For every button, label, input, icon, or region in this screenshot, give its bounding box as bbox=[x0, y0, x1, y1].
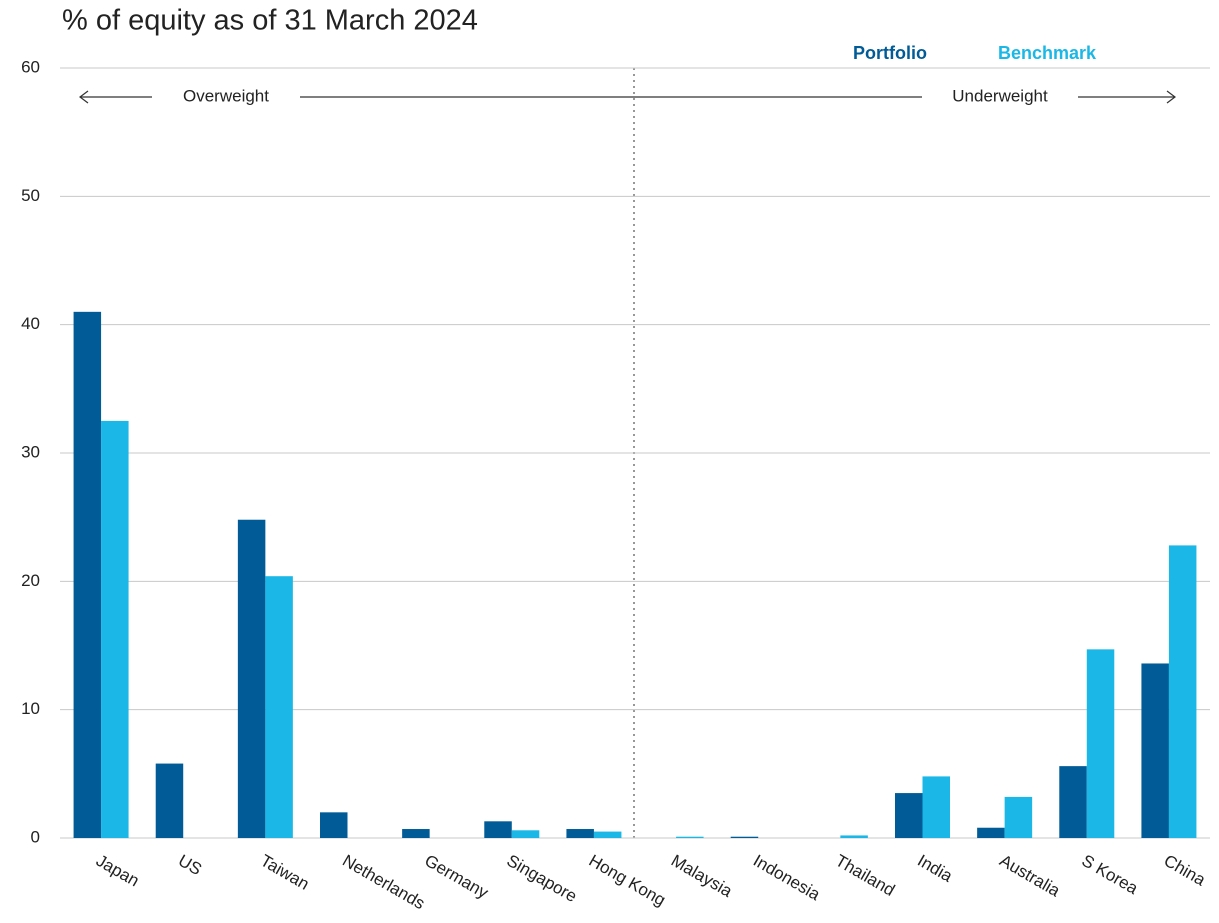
x-tick-label: Hong Kong bbox=[586, 851, 669, 910]
bar bbox=[593, 831, 622, 838]
x-tick-label: Netherlands bbox=[339, 851, 428, 913]
bar bbox=[566, 829, 594, 838]
bar bbox=[320, 812, 348, 838]
bar bbox=[511, 830, 540, 838]
annotation: Overweight bbox=[183, 86, 269, 105]
y-tick-label: 60 bbox=[21, 57, 40, 76]
x-tick-label: Taiwan bbox=[257, 851, 312, 894]
bar bbox=[922, 776, 950, 838]
bar bbox=[1141, 663, 1169, 838]
bar bbox=[237, 519, 266, 838]
x-tick-label: US bbox=[175, 851, 205, 879]
y-tick-label: 0 bbox=[31, 827, 40, 846]
bar bbox=[840, 835, 868, 838]
legend-label: Benchmark bbox=[998, 43, 1097, 63]
bar bbox=[73, 311, 102, 838]
bar bbox=[1004, 796, 1033, 838]
y-tick-label: 30 bbox=[21, 442, 40, 461]
x-tick-label: Singapore bbox=[504, 851, 581, 906]
bar bbox=[895, 793, 923, 838]
bar bbox=[1059, 766, 1087, 838]
y-tick-label: 50 bbox=[21, 186, 40, 205]
bar bbox=[730, 836, 759, 838]
x-tick-label: Japan bbox=[93, 851, 143, 891]
x-tick-label: India bbox=[914, 851, 956, 886]
bar bbox=[1086, 649, 1115, 838]
annotation: Underweight bbox=[952, 86, 1048, 105]
chart-title: % of equity as of 31 March 2024 bbox=[62, 5, 478, 37]
legend-label: Portfolio bbox=[853, 43, 927, 63]
y-tick-label: 10 bbox=[21, 699, 40, 718]
bar bbox=[977, 827, 1005, 838]
x-tick-label: Australia bbox=[996, 851, 1063, 901]
x-tick-label: China bbox=[1161, 851, 1209, 890]
y-tick-label: 20 bbox=[21, 571, 40, 590]
bar bbox=[1168, 545, 1197, 838]
x-tick-label: Thailand bbox=[832, 851, 898, 900]
bar bbox=[484, 821, 512, 838]
overweight-arrow bbox=[79, 90, 1176, 104]
y-tick-label: 40 bbox=[21, 314, 40, 333]
bar bbox=[676, 836, 704, 838]
bar bbox=[265, 576, 293, 838]
x-tick-label: Germany bbox=[421, 851, 491, 903]
bar bbox=[402, 829, 430, 838]
x-tick-label: Malaysia bbox=[668, 851, 736, 901]
x-tick-label: Indonesia bbox=[750, 851, 824, 905]
bar bbox=[101, 420, 129, 838]
bar bbox=[155, 763, 184, 838]
x-tick-label: S Korea bbox=[1079, 851, 1142, 898]
